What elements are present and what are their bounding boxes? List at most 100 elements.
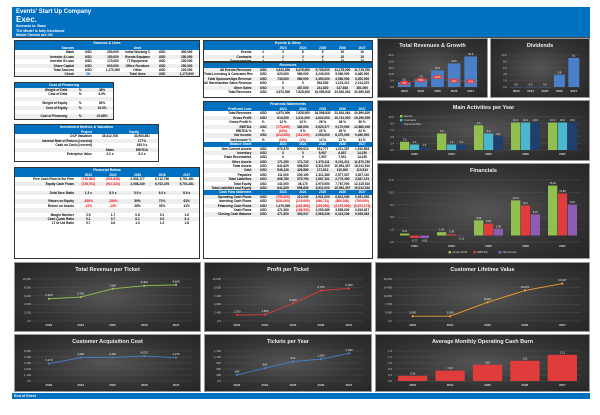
y-tick-label: 14,400 xyxy=(383,285,392,289)
table-cell: 5 xyxy=(321,59,324,62)
data-label: 5.0 xyxy=(402,78,406,82)
table-cell: Total Uses xyxy=(129,72,146,77)
table-cell: Other xyxy=(133,67,142,72)
table-cell: 6,702,376 xyxy=(155,181,170,186)
y-tick-label: 8.0 xyxy=(503,59,507,63)
data-label: 2.0 xyxy=(450,140,454,144)
table-cell: # xyxy=(262,50,265,55)
table-cell: LT to Ltd Ratio xyxy=(51,221,75,226)
header-cell: 2025 xyxy=(319,107,327,111)
data-label: 10.0 xyxy=(523,118,529,122)
table-row: Non Current Assets USD 670,379 500,013 511,7… xyxy=(204,147,372,151)
table-row: Gross Profit USD 613,000 1,011,000 4,632,000… xyxy=(204,115,372,121)
table-row: Cash Flows USD 471,500 (166,553) 2,255,289 3,… xyxy=(204,208,372,212)
header-cell: 2023 xyxy=(279,142,287,147)
x-tick-label: 2023 xyxy=(409,323,416,327)
table-row: Financing Cash Flows USD 1,170,000 (161,553… xyxy=(204,203,372,208)
x-tick-label: 2026 xyxy=(318,383,325,387)
table-cell: 0 xyxy=(282,150,284,155)
growth-marker xyxy=(450,78,459,83)
table-cell: Contracts xyxy=(236,54,252,59)
table-row: Gross Profit %% 12 % 13 % 28 % 46 % 50 % xyxy=(204,120,372,124)
table-cell: 9,450,000 xyxy=(355,133,370,138)
table-cell: USD xyxy=(259,199,267,204)
table-cell: Margin Number xyxy=(50,212,75,217)
data-label: 5.0 xyxy=(497,132,501,136)
chart-svg: Main Activities per Year 0.0 2.4 4.8 7.2 9.6 1… xyxy=(389,105,581,156)
table-cell: Total Liabilities and Equity xyxy=(211,186,252,191)
header-cell: Balance Sheet xyxy=(229,142,252,147)
y-tick-label: 12,000 xyxy=(212,277,221,281)
bar xyxy=(493,136,503,150)
table-cell: 471,500 xyxy=(277,212,289,217)
data-label: 8,000 xyxy=(484,297,491,301)
table-cell: USD xyxy=(259,76,267,81)
data-point xyxy=(486,301,489,304)
table-cell: Total Equity xyxy=(233,181,252,186)
table-cell: 0 xyxy=(301,150,304,155)
table-cell: 9,751,281 xyxy=(179,177,194,182)
table-row: Return on Equity -100% -154% 59% 71% 61% xyxy=(15,199,199,204)
table-cell: 205,190 xyxy=(297,172,309,177)
x-tick-label: 2024 xyxy=(77,323,84,327)
data-label: 1.01 xyxy=(522,356,528,360)
bar xyxy=(520,205,531,236)
data-label: 16.6 xyxy=(435,66,441,70)
x-tick-label: 2023 xyxy=(46,383,53,387)
table-cell: USD xyxy=(259,89,267,94)
y-tick-label: 0.0 xyxy=(27,379,31,383)
bar xyxy=(474,220,484,236)
table-cell: USD xyxy=(259,177,267,182)
y-tick-label: 19.2 xyxy=(389,66,395,70)
table-cell: Operating Cash Flows xyxy=(217,194,252,199)
table-cell: 3,547,191 xyxy=(355,177,370,182)
cost-of-financing-table: Cost of Financing Weight of Debt% 48% Cost … xyxy=(14,82,114,120)
table-row: Total Assets USD 841,629 698,830 5,511,000 10… xyxy=(204,164,372,168)
y-tick-label: 280 xyxy=(216,373,221,377)
bar xyxy=(557,193,568,236)
table-cell: (113,000) xyxy=(296,133,310,138)
table-header-row: Cash Flow Statement 2023 2024 2025 2026 2027 xyxy=(204,190,372,195)
table-cell: 3,240,000 xyxy=(315,72,330,77)
x-tick-label: 2027 xyxy=(346,323,353,327)
header-cell: 2023 xyxy=(84,173,92,177)
y-tick-label: 1.5 xyxy=(388,349,392,353)
table-row: Check OK Total Uses USD 1,170,000 xyxy=(15,72,199,76)
table-cell: 10 xyxy=(360,54,364,59)
x-tick-label: 2025 xyxy=(484,383,491,387)
table-cell: 10 xyxy=(340,54,345,59)
table-row: Sales EBITDA xyxy=(15,147,158,152)
table-cell: IT Equipment xyxy=(127,59,148,64)
data-label: 10.0 xyxy=(533,118,539,122)
x-tick-label: 2027 xyxy=(559,383,566,387)
table-cell: 115,300 xyxy=(336,168,349,173)
chart-title: Average Monthly Operating Cash Burn xyxy=(432,339,534,345)
table-cell: 2,908,249 xyxy=(130,181,145,186)
table-cell: Inventory xyxy=(237,150,252,155)
header-cell: Cash Flow Statement xyxy=(219,190,252,195)
legend-label: Contracts xyxy=(404,118,417,122)
table-cell: (531,848) xyxy=(106,177,120,182)
table-cell: 5,957 xyxy=(318,150,327,155)
table-cell: Payables xyxy=(237,172,252,177)
table-cell: 3,613,000 xyxy=(275,68,291,72)
data-label: 2.0 xyxy=(413,140,417,144)
data-label: 0.61 xyxy=(402,229,408,233)
table-cell: 2 xyxy=(282,54,284,59)
table-cell: Sponsorships xyxy=(230,59,252,62)
data-label: 3,170 xyxy=(45,358,52,362)
growth-label: 112% xyxy=(435,76,442,79)
table-cell: 39 % xyxy=(338,128,346,133)
data-label: 6.47 xyxy=(533,210,539,214)
table-cell: USD xyxy=(259,111,267,116)
x-tick-label: 2025 xyxy=(485,244,492,248)
y-tick-label: 1.8 xyxy=(390,228,394,232)
bar xyxy=(483,223,494,236)
legend-label: Net Income xyxy=(503,250,518,254)
table-cell: USD xyxy=(259,115,267,120)
table-cell: % xyxy=(78,105,82,110)
table-cell: 6,812,000 xyxy=(335,194,350,199)
table-cell: 1.3 x xyxy=(84,190,92,195)
table-cell: (166,553) xyxy=(296,207,310,212)
bar xyxy=(400,141,410,150)
